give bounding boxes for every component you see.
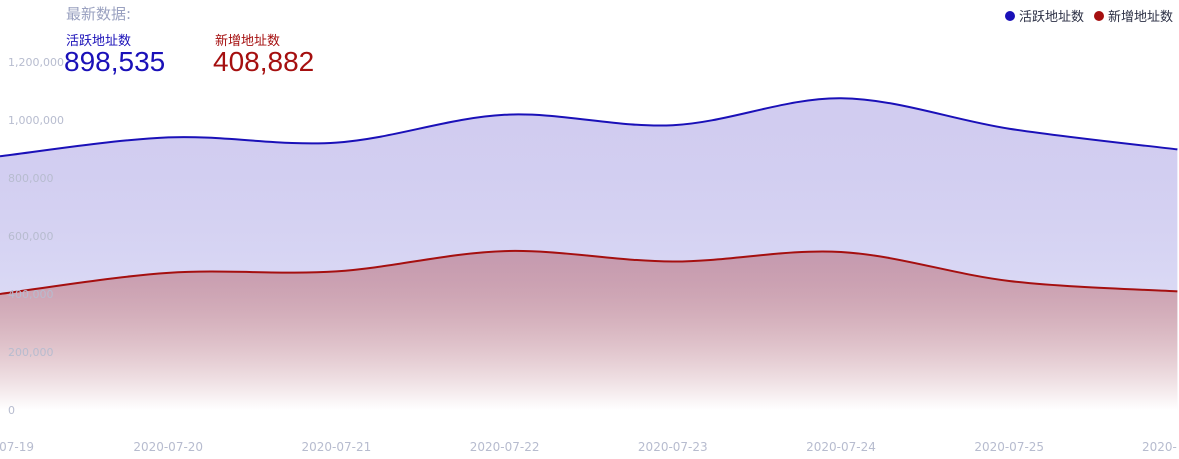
y-tick-label: 800,000	[8, 172, 54, 185]
active-address-value: 898,535	[64, 46, 166, 77]
x-tick-label: 2020-07-23	[638, 440, 708, 454]
legend-label-new: 新增地址数	[1107, 10, 1173, 25]
new-address-label: 新增地址数	[215, 34, 281, 49]
legend-item-active[interactable]: 活跃地址数	[1004, 6, 1084, 25]
x-tick-label: 2020-07-25	[974, 440, 1044, 454]
latest-data-title: 最新数据:	[66, 5, 132, 23]
legend-item-new[interactable]: 新增地址数	[1093, 6, 1173, 25]
active-address-label: 活跃地址数	[66, 34, 132, 49]
x-tick-label: 2020-07-21	[302, 440, 372, 454]
y-tick-label: 200,000	[8, 346, 54, 359]
x-tick-label: 2020-07-24	[806, 440, 876, 454]
legend: 活跃地址数 新增地址数	[1004, 6, 1173, 25]
new-address-value: 408,882	[213, 46, 315, 77]
new-address-area	[0, 250, 1178, 410]
x-tick-label: 2020-07-22	[470, 440, 540, 454]
y-tick-label: 600,000	[8, 230, 54, 243]
x-tick-label: 2020-	[1142, 440, 1177, 454]
y-tick-label: 400,000	[8, 288, 54, 301]
legend-dot-new	[1093, 10, 1104, 21]
y-tick-label: 0	[8, 404, 15, 417]
y-tick-label: 1,000,000	[8, 114, 64, 127]
active-address-line	[0, 97, 1178, 158]
x-tick-label: 2020-07-20	[133, 440, 203, 454]
legend-label-active: 活跃地址数	[1018, 10, 1084, 25]
x-tick-label: 07-19	[0, 440, 34, 454]
new-address-line	[0, 249, 1178, 295]
y-tick-label: 1,200,000	[8, 56, 64, 69]
legend-dot-active	[1004, 10, 1015, 21]
